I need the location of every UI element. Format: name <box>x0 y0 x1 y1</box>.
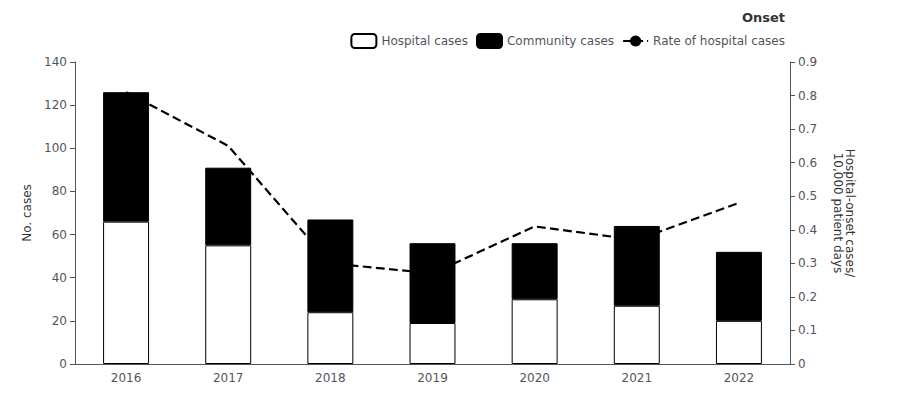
svg-text:Onset: Onset <box>742 10 785 25</box>
svg-text:100: 100 <box>44 141 67 155</box>
svg-text:0.3: 0.3 <box>798 256 817 270</box>
svg-text:80: 80 <box>52 184 67 198</box>
svg-text:2019: 2019 <box>417 371 448 385</box>
svg-text:No. cases: No. cases <box>20 184 34 242</box>
svg-text:0.1: 0.1 <box>798 323 817 337</box>
svg-text:Community cases: Community cases <box>507 34 614 48</box>
svg-text:Rate of hospital cases: Rate of hospital cases <box>653 34 785 48</box>
svg-text:2020: 2020 <box>519 371 550 385</box>
svg-text:0.7: 0.7 <box>798 122 817 136</box>
svg-text:120: 120 <box>44 98 67 112</box>
svg-text:2021: 2021 <box>622 371 653 385</box>
svg-text:0: 0 <box>59 357 67 371</box>
svg-text:60: 60 <box>52 228 67 242</box>
svg-text:0.6: 0.6 <box>798 156 817 170</box>
svg-text:0.2: 0.2 <box>798 290 817 304</box>
svg-text:140: 140 <box>44 55 67 69</box>
svg-text:0.4: 0.4 <box>798 223 817 237</box>
svg-text:0: 0 <box>798 357 806 371</box>
svg-text:40: 40 <box>52 271 67 285</box>
svg-text:0.8: 0.8 <box>798 89 817 103</box>
svg-text:Hospital-onset cases/: Hospital-onset cases/ <box>843 148 857 278</box>
svg-text:2016: 2016 <box>111 371 142 385</box>
svg-text:2022: 2022 <box>724 371 755 385</box>
svg-text:0.5: 0.5 <box>798 189 817 203</box>
svg-text:2018: 2018 <box>315 371 346 385</box>
svg-text:0.9: 0.9 <box>798 55 817 69</box>
svg-text:20: 20 <box>52 314 67 328</box>
svg-text:2017: 2017 <box>213 371 244 385</box>
svg-text:Hospital cases: Hospital cases <box>381 34 468 48</box>
svg-text:10,000 patient days: 10,000 patient days <box>831 153 845 274</box>
